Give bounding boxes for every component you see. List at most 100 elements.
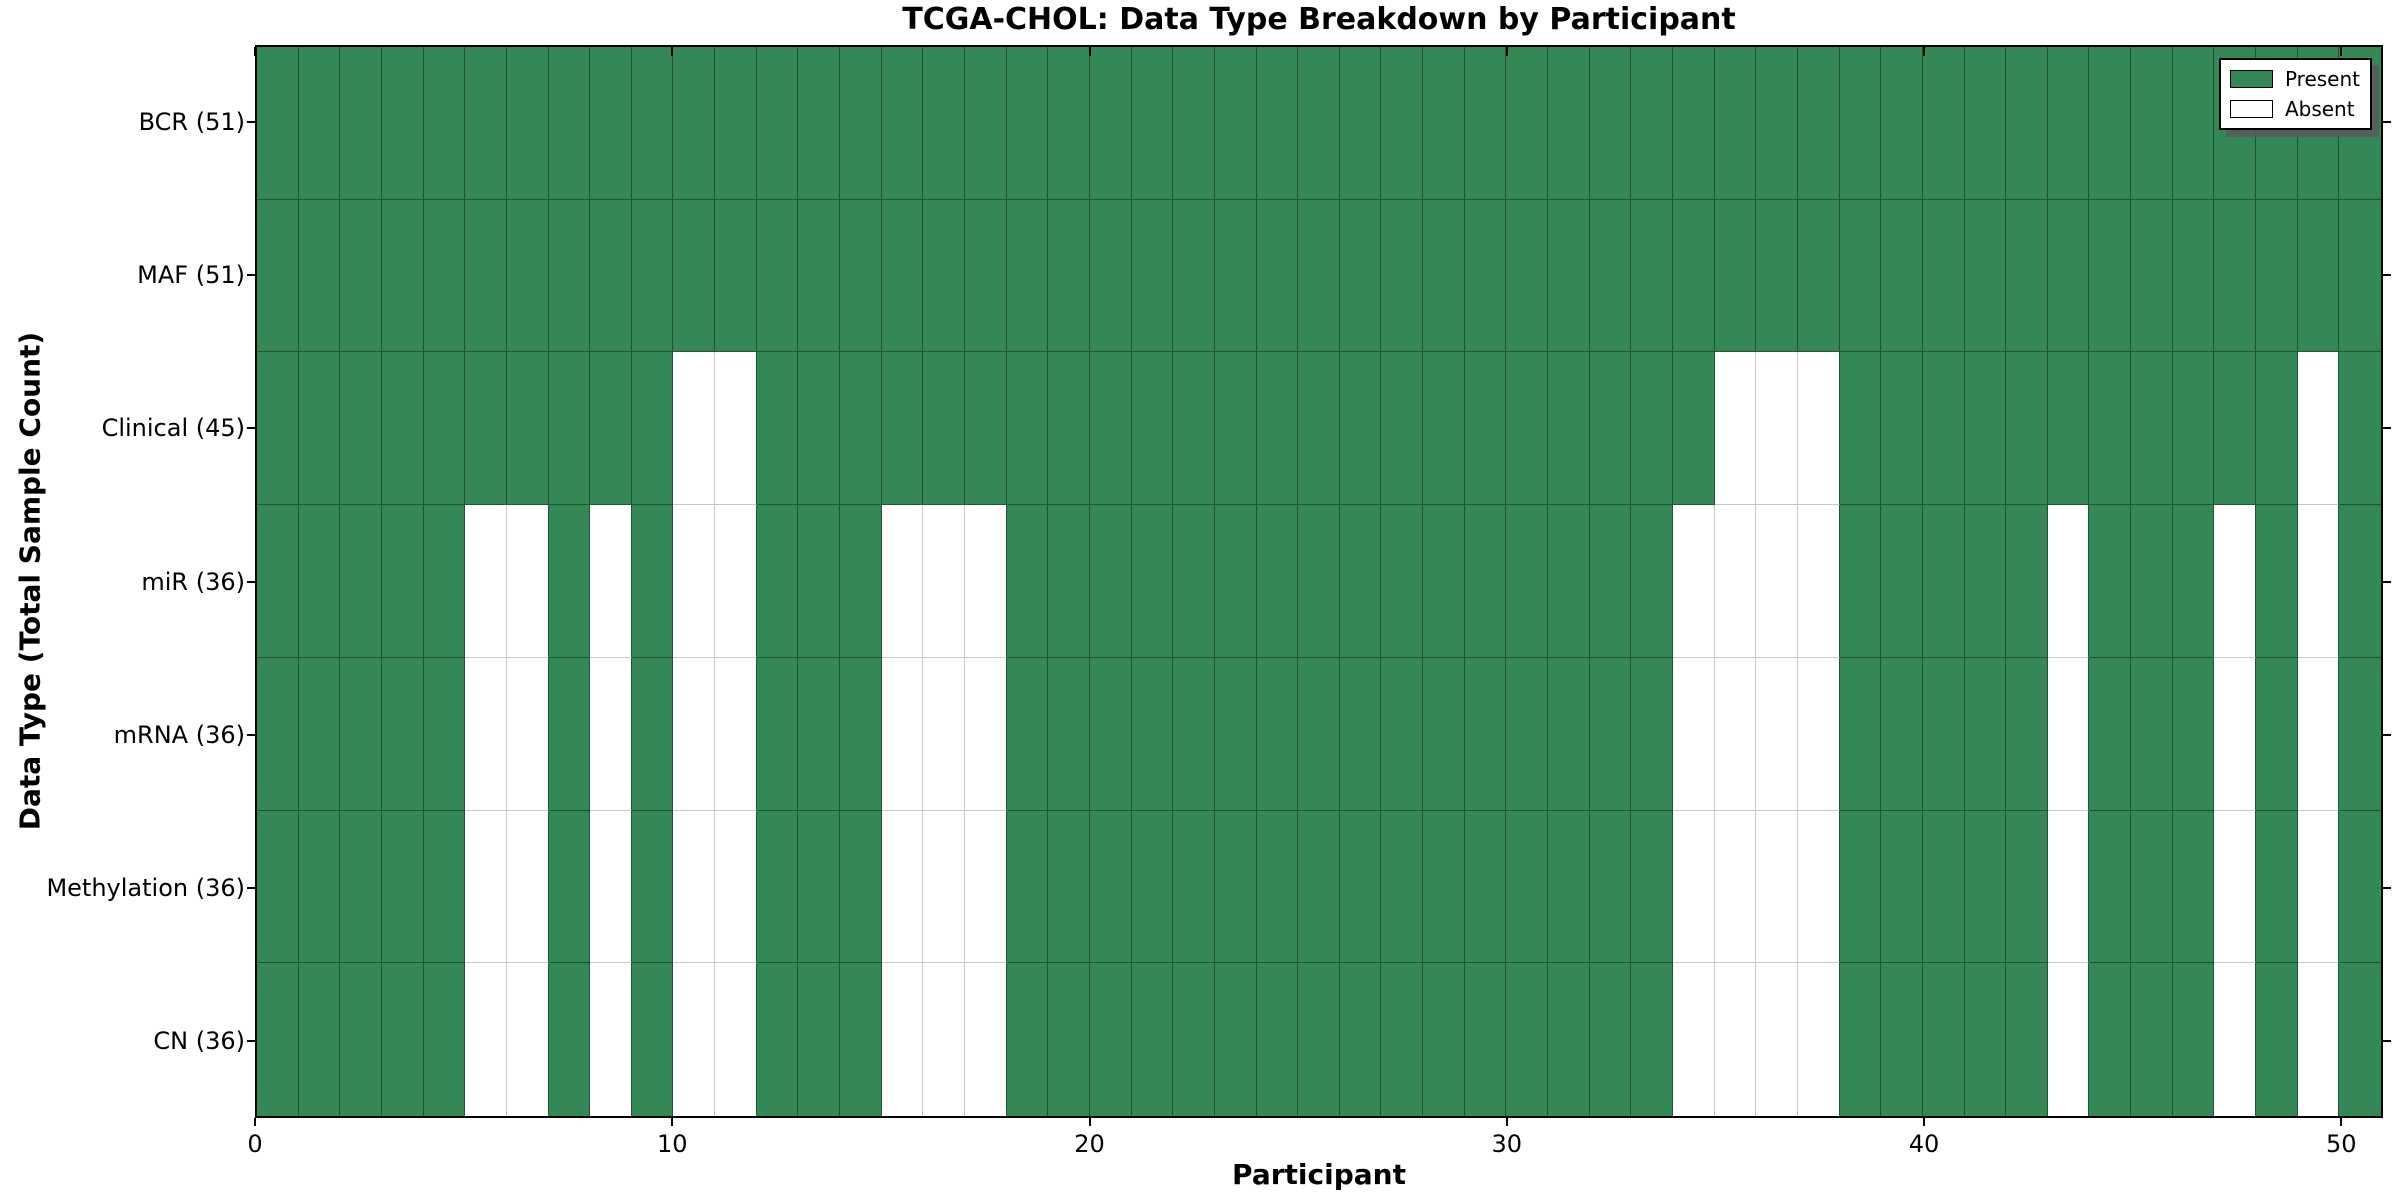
heatmap-cell: [1839, 47, 1882, 200]
heatmap-cell: [2256, 963, 2298, 1116]
heatmap-cell: [465, 352, 507, 506]
heatmap-cell: [2172, 657, 2215, 811]
x-tick-mark: [671, 1118, 674, 1126]
heatmap-cell: [1548, 810, 1590, 964]
heatmap-cell: [1964, 199, 2007, 353]
heatmap-cell: [465, 505, 507, 658]
heatmap-cell: [1964, 963, 2007, 1116]
heatmap-cell: [423, 47, 466, 200]
heatmap-cell: [1756, 199, 1798, 353]
heatmap-cell: [1173, 47, 1215, 200]
heatmap-cell: [548, 657, 591, 811]
y-tick-mark-right: [2383, 733, 2391, 736]
heatmap-cell: [548, 505, 591, 658]
heatmap-cell: [1922, 199, 1965, 353]
heatmap-cell: [1048, 657, 1090, 811]
heatmap-cell: [1797, 352, 1840, 506]
heatmap-cell: [1589, 47, 1632, 200]
heatmap-cell: [1756, 963, 1798, 1116]
heatmap-grid: [257, 47, 2381, 1116]
heatmap-cell: [1673, 657, 1715, 811]
heatmap-cell: [1256, 199, 1299, 353]
heatmap-cell: [2131, 505, 2173, 658]
heatmap-cell: [548, 810, 591, 964]
heatmap-cell: [2047, 352, 2090, 506]
heatmap-cell: [2256, 352, 2298, 506]
heatmap-cell: [1506, 810, 1549, 964]
heatmap-cell: [1964, 505, 2007, 658]
heatmap-cell: [1048, 963, 1090, 1116]
heatmap-cell: [1089, 657, 1132, 811]
heatmap-cell: [965, 352, 1007, 506]
heatmap-cell: [965, 810, 1007, 964]
heatmap-cell: [548, 199, 591, 353]
heatmap-cell: [1339, 657, 1382, 811]
heatmap-cell: [2131, 352, 2173, 506]
heatmap-cell: [2089, 352, 2132, 506]
heatmap-cell: [798, 657, 841, 811]
heatmap-cell: [1089, 810, 1132, 964]
heatmap-cell: [298, 505, 341, 658]
heatmap-cell: [2214, 963, 2257, 1116]
legend-label-present: Present: [2284, 67, 2360, 91]
heatmap-cell: [1131, 810, 1174, 964]
heatmap-cell: [1214, 657, 1257, 811]
heatmap-cell: [2047, 963, 2090, 1116]
heatmap-cell: [631, 352, 674, 506]
heatmap-cell: [1381, 47, 1424, 200]
heatmap-cell: [881, 657, 924, 811]
y-tick-label: CN (36): [153, 1027, 245, 1056]
heatmap-cell: [1006, 810, 1049, 964]
heatmap-cell: [923, 963, 965, 1116]
heatmap-cell: [1423, 199, 1465, 353]
heatmap-cell: [2339, 505, 2381, 658]
heatmap-cell: [1214, 199, 1257, 353]
heatmap-cell: [1506, 657, 1549, 811]
heatmap-cell: [1339, 810, 1382, 964]
heatmap-cell: [1381, 963, 1424, 1116]
y-tick-mark-right: [2383, 887, 2391, 890]
x-tick-label: 40: [1908, 1130, 1940, 1158]
x-tick-mark: [2340, 1118, 2343, 1126]
heatmap-cell: [1673, 963, 1715, 1116]
x-tick-label: 10: [656, 1130, 688, 1158]
heatmap-cell: [2297, 199, 2340, 353]
heatmap-cell: [257, 352, 299, 506]
heatmap-cell: [715, 657, 757, 811]
heatmap-cell: [1589, 963, 1632, 1116]
heatmap-cell: [2047, 47, 2090, 200]
heatmap-cell: [1381, 810, 1424, 964]
heatmap-cell: [923, 657, 965, 811]
heatmap-cell: [881, 352, 924, 506]
heatmap-cell: [381, 47, 424, 200]
heatmap-cell: [257, 810, 299, 964]
heatmap-cell: [257, 963, 299, 1116]
heatmap-cell: [715, 352, 757, 506]
heatmap-cell: [257, 657, 299, 811]
heatmap-cell: [1423, 810, 1465, 964]
heatmap-cell: [2214, 352, 2257, 506]
heatmap-cell: [1298, 810, 1340, 964]
x-tick-mark: [1088, 1118, 1091, 1126]
heatmap-cell: [1423, 505, 1465, 658]
heatmap-cell: [1256, 963, 1299, 1116]
heatmap-cell: [2297, 657, 2340, 811]
heatmap-cell: [506, 352, 549, 506]
heatmap-cell: [1214, 963, 1257, 1116]
x-tick-mark-top: [1923, 47, 1926, 56]
heatmap-cell: [1089, 505, 1132, 658]
heatmap-cell: [798, 810, 841, 964]
heatmap-cell: [1006, 47, 1049, 200]
heatmap-cell: [298, 199, 341, 353]
heatmap-cell: [298, 963, 341, 1116]
heatmap-cell: [1089, 47, 1132, 200]
heatmap-cell: [1881, 47, 1923, 200]
heatmap-cell: [756, 810, 799, 964]
heatmap-cell: [340, 47, 382, 200]
heatmap-cell: [1173, 505, 1215, 658]
x-tick-mark: [1505, 1118, 1508, 1126]
heatmap-cell: [1506, 47, 1549, 200]
heatmap-cell: [1464, 810, 1507, 964]
heatmap-cell: [340, 810, 382, 964]
heatmap-cell: [2006, 199, 2048, 353]
